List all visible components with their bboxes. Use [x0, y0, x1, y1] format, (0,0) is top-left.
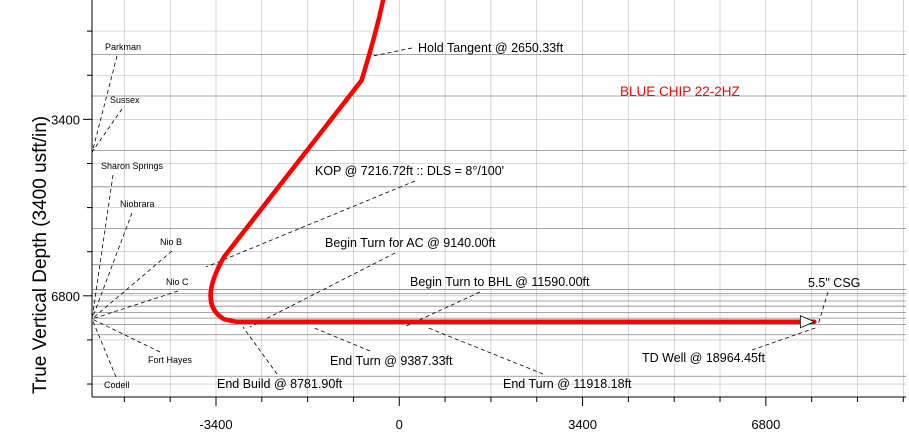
- annotation-leader: [751, 326, 819, 351]
- annotation-leaders: [205, 47, 829, 375]
- formation-leader: [91, 174, 114, 320]
- annotation-labels: Hold Tangent @ 2650.33ft KOP @ 7216.72ft …: [217, 41, 860, 391]
- annotation-leader: [367, 47, 413, 58]
- formation-label: Nio B: [160, 237, 182, 247]
- y-tick-label: 6800: [51, 289, 80, 304]
- annotation-leader: [242, 326, 278, 375]
- y-axis-ticks: 3400 6800: [51, 30, 92, 385]
- annotation-label: TD Well @ 18964.45ft: [642, 351, 765, 365]
- formation-leader: [91, 55, 118, 154]
- formation-label: Codell: [104, 380, 130, 390]
- x-tick-label: -3400: [199, 417, 232, 432]
- x-tick-label: 6800: [751, 417, 780, 432]
- annotation-leader: [249, 252, 396, 328]
- formation-leader: [91, 318, 161, 353]
- formation-leader: [91, 318, 117, 378]
- formation-label: Parkman: [105, 42, 141, 52]
- formation-labels: Parkman Sussex Sharon Springs Niobrara Nio B…: [91, 42, 193, 390]
- formation-leader: [91, 212, 133, 320]
- well-path: [208, 0, 817, 325]
- annotation-leader: [205, 180, 416, 268]
- x-tick-label: 3400: [568, 417, 597, 432]
- annotation-label: Begin Turn for AC @ 9140.00ft: [325, 236, 496, 250]
- annotation-label: KOP @ 7216.72ft :: DLS = 8°/100': [315, 164, 504, 178]
- annotation-leader: [311, 326, 371, 352]
- well-path-group: [208, 0, 817, 329]
- annotation-label: End Turn @ 9387.33ft: [330, 354, 453, 368]
- formation-label: Sharon Springs: [101, 161, 164, 171]
- annotation-label: 5.5" CSG: [808, 276, 860, 290]
- minor-grid: [92, 0, 906, 397]
- x-axis-ticks: -3400 0 3400 6800: [123, 397, 904, 432]
- formation-leader: [91, 108, 123, 153]
- annotation-leader: [817, 291, 829, 326]
- annotation-leader: [425, 326, 544, 375]
- formation-label: Fort Hayes: [148, 355, 193, 365]
- formation-leader: [91, 290, 179, 320]
- well-name-title: BLUE CHIP 22-2HZ: [620, 84, 740, 99]
- annotation-label: End Build @ 8781.90ft: [217, 377, 343, 391]
- annotation-label: End Turn @ 11918.18ft: [503, 377, 632, 391]
- annotation-label: Begin Turn to BHL @ 11590.00ft: [410, 275, 590, 289]
- formation-label: Nio C: [166, 277, 189, 287]
- formation-label: Niobrara: [120, 199, 155, 209]
- formation-leader: [91, 250, 173, 320]
- y-axis-label: True Vertical Depth (3400 usft/in): [30, 116, 51, 394]
- plot-frame: [91, 0, 906, 398]
- annotation-label: Hold Tangent @ 2650.33ft: [418, 41, 564, 55]
- x-tick-label: 0: [396, 417, 403, 432]
- y-tick-label: 3400: [51, 112, 80, 127]
- casing-marker: [799, 315, 816, 329]
- formation-label: Sussex: [110, 95, 140, 105]
- formation-lines: [92, 54, 906, 377]
